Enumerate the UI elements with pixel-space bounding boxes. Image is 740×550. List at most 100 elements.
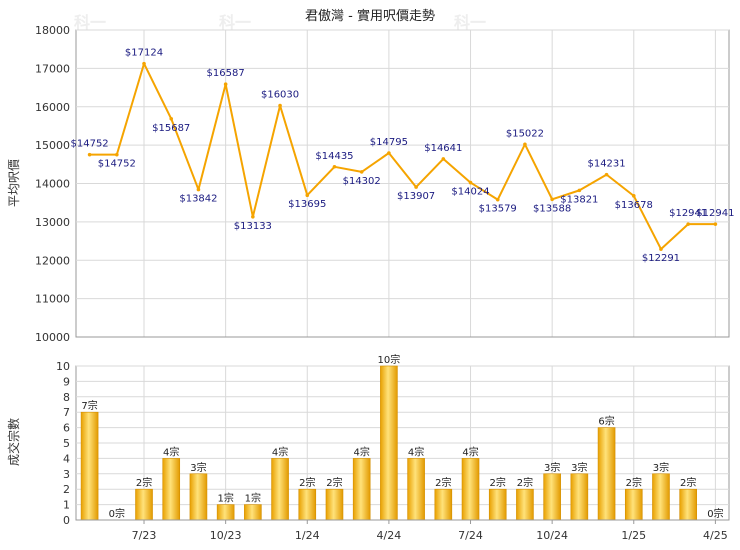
price-data-label: $14752 <box>98 159 136 170</box>
price-data-label: $14231 <box>587 159 625 170</box>
price-data-label: $14795 <box>370 137 408 148</box>
volume-data-label: 3宗 <box>571 461 587 474</box>
price-data-label: $12941 <box>696 208 734 219</box>
price-point <box>169 116 174 121</box>
volume-bar <box>80 411 99 521</box>
price-data-label: $13695 <box>288 199 326 210</box>
price-point <box>631 194 636 198</box>
price-point <box>441 157 446 161</box>
volume-y-tick-label: 9 <box>63 375 70 388</box>
price-y-tick-label: 14000 <box>35 178 70 191</box>
volume-panel: 0 1 2 3 4 5 6 7 8 9 10 7宗 0宗 2宗 4宗 3宗 1宗 1宗 4宗 2宗 2宗 4宗 10宗 4宗 2… <box>56 353 730 542</box>
volume-bar <box>570 473 589 521</box>
volume-y-axis-label: 成交宗數 <box>6 418 21 466</box>
price-point <box>223 82 228 87</box>
price-point <box>332 165 337 169</box>
price-point <box>523 142 527 147</box>
price-y-tick-label: 17000 <box>35 62 70 75</box>
volume-data-label: 3宗 <box>653 461 669 474</box>
price-point <box>414 185 418 189</box>
volume-data-label: 2宗 <box>680 476 696 489</box>
volume-bar <box>624 488 643 521</box>
x-tick-label: 7/24 <box>458 529 483 542</box>
price-data-label: $15687 <box>152 123 190 134</box>
price-data-label: $16030 <box>261 90 299 101</box>
price-point <box>468 180 473 185</box>
volume-data-label: 4宗 <box>272 445 288 458</box>
price-point <box>659 247 663 251</box>
volume-data-label: 2宗 <box>435 476 451 489</box>
x-tick-label: 10/24 <box>536 529 568 542</box>
volume-data-label: 2宗 <box>136 476 152 489</box>
price-data-label: $13842 <box>179 194 217 205</box>
price-y-tick-label: 18000 <box>35 24 70 37</box>
volume-data-label: 4宗 <box>462 445 478 458</box>
volume-y-tick-label: 2 <box>63 483 70 496</box>
volume-data-label: 0宗 <box>707 507 723 520</box>
watermark-text: 科一 <box>74 13 106 32</box>
price-data-label: $14752 <box>71 139 109 150</box>
price-data-label: $15022 <box>506 128 544 139</box>
x-tick-label: 10/23 <box>210 529 242 542</box>
price-point <box>713 222 718 226</box>
volume-y-tick-label: 7 <box>63 406 70 419</box>
volume-data-label: 3宗 <box>544 461 560 474</box>
price-data-label: $13133 <box>234 221 272 232</box>
price-point <box>387 151 391 155</box>
price-data-label: $13907 <box>397 191 435 202</box>
volume-y-tick-label: 1 <box>63 499 70 512</box>
price-point <box>196 187 201 192</box>
volume-data-label: 2宗 <box>299 476 315 489</box>
volume-data-label: 2宗 <box>517 476 533 489</box>
volume-data-label: 4宗 <box>408 445 424 458</box>
x-tick-label: 7/23 <box>132 529 157 542</box>
price-data-label: $17124 <box>125 48 163 59</box>
x-tick-label: 4/25 <box>703 529 728 542</box>
volume-bar <box>244 504 262 521</box>
price-point <box>87 152 92 157</box>
volume-data-label: 0宗 <box>109 507 125 520</box>
chart-title: 君傲灣 - 實用呎價走勢 <box>305 8 435 24</box>
price-point <box>251 214 255 219</box>
price-point <box>142 61 146 66</box>
volume-bar <box>407 458 425 521</box>
volume-data-label: 2宗 <box>626 476 642 489</box>
volume-data-label: 7宗 <box>81 399 97 412</box>
price-y-tick-label: 12000 <box>35 254 70 267</box>
volume-bar <box>135 488 153 521</box>
volume-data-label: 3宗 <box>190 461 206 474</box>
price-point <box>577 188 582 193</box>
price-point <box>495 197 500 202</box>
volume-y-tick-label: 0 <box>63 514 70 527</box>
volume-data-label: 1宗 <box>217 492 233 505</box>
volume-data-label: 2宗 <box>490 476 506 489</box>
volume-y-tick-label: 5 <box>63 437 70 450</box>
volume-data-label: 4宗 <box>163 445 179 458</box>
volume-data-label: 2宗 <box>326 476 342 489</box>
volume-bar <box>652 473 670 521</box>
price-data-label: $14641 <box>424 143 462 154</box>
volume-bar <box>597 427 616 521</box>
volume-y-tick-label: 10 <box>56 360 70 373</box>
price-data-label: $16587 <box>207 68 245 79</box>
watermark-text: 科一 <box>454 13 486 32</box>
volume-data-label: 6宗 <box>598 415 614 428</box>
price-point <box>305 193 310 198</box>
price-y-axis-label: 平均呎價 <box>7 159 21 207</box>
volume-y-tick-label: 4 <box>63 452 70 465</box>
price-point <box>359 170 364 174</box>
volume-bar <box>380 365 398 521</box>
volume-bar <box>516 488 534 521</box>
price-y-tick-label: 11000 <box>35 293 70 306</box>
volume-bar <box>543 473 561 521</box>
volume-data-label: 4宗 <box>354 445 370 458</box>
price-y-tick-label: 10000 <box>35 331 70 344</box>
price-data-label: $12941 <box>669 208 707 219</box>
volume-y-tick-label: 3 <box>63 468 70 481</box>
price-data-label: $13579 <box>479 204 517 215</box>
volume-bar <box>271 458 289 521</box>
price-data-label: $12291 <box>642 253 680 264</box>
volume-bar <box>298 488 317 521</box>
